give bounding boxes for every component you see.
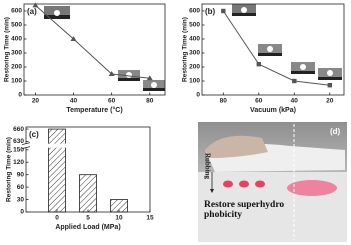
marker — [146, 75, 153, 81]
series-line — [222, 10, 330, 86]
series-line — [35, 5, 150, 79]
x-tick-label: 0 — [55, 215, 59, 222]
marker — [292, 78, 297, 84]
x-axis-label: Applied Load (MPa) — [55, 224, 120, 231]
marker — [221, 8, 226, 14]
marker — [32, 2, 39, 8]
x-axis-label: Temperature (°C) — [66, 106, 122, 114]
y-tick-label: 300 — [189, 50, 200, 57]
annotation: Restore superhydrophobicity — [204, 200, 285, 220]
x-tick-label: 10 — [115, 215, 123, 222]
panel-label: (c) — [29, 130, 39, 139]
y-axis-label: Restoring Time (min) — [182, 17, 189, 82]
y-tick-label: 300 — [11, 50, 22, 57]
x-tick-label: 20 — [32, 98, 40, 105]
y-tick-label: 0 — [20, 209, 24, 216]
y-axis-label: Restoring Time (min) — [4, 17, 11, 82]
y-tick-label: 600 — [11, 8, 22, 15]
y-tick-label: 500 — [11, 22, 22, 29]
y-tick-label: 90 — [17, 171, 25, 178]
y-tick-label: 630 — [13, 138, 24, 145]
x-tick-label: 60 — [255, 98, 263, 105]
axis-break — [22, 143, 30, 148]
y-tick-label: 400 — [189, 36, 200, 43]
bar-break — [47, 143, 67, 148]
y-tick-label: 500 — [189, 22, 200, 29]
marker — [70, 36, 77, 41]
bar — [110, 199, 128, 213]
x-axis-label: Vacuum (kPa) — [250, 107, 296, 114]
y-tick-label: 0 — [18, 92, 22, 99]
photo: (d) Rubbing Restore superhydrophobicity — [198, 122, 347, 242]
y-tick-label: 120 — [13, 159, 24, 166]
x-tick-label: 5 — [86, 215, 90, 222]
inset-icons — [44, 4, 342, 91]
x-tick-label: 15 — [146, 215, 154, 222]
panel-label: (a) — [27, 7, 37, 16]
marker — [327, 83, 332, 88]
x-tick-label: 40 — [291, 98, 299, 105]
y-tick-label: 100 — [11, 78, 22, 85]
annotation-box: Restore superhydrophobicity — [204, 200, 285, 220]
x-tick-label: 80 — [220, 98, 228, 105]
y-tick-label: 30 — [17, 196, 25, 203]
x-tick-label: 80 — [146, 98, 154, 105]
axis-break — [21, 146, 31, 150]
plot-frame — [23, 3, 166, 96]
plot-frame — [201, 3, 345, 96]
annotation: Rubbing — [203, 153, 211, 180]
x-tick-label: 40 — [70, 98, 78, 105]
y-axis-label: Restoring Time (min) — [6, 137, 13, 202]
x-tick-label: 60 — [108, 98, 116, 105]
marker — [108, 71, 115, 76]
y-tick-label: 660 — [13, 126, 24, 133]
y-tick-label: 200 — [11, 64, 22, 71]
marker — [256, 62, 261, 67]
y-tick-label: 600 — [189, 8, 200, 15]
y-tick-label: 150 — [13, 147, 24, 154]
axis-break — [21, 142, 31, 146]
y-tick-label: 100 — [189, 78, 200, 85]
panel-label: (d) — [330, 127, 341, 136]
panel-label: (b) — [205, 7, 216, 16]
y-tick-label: 0 — [196, 92, 200, 99]
x-tick-label: 20 — [326, 98, 334, 105]
bar — [79, 174, 97, 213]
y-tick-label: 400 — [11, 36, 22, 43]
bar — [48, 128, 66, 213]
y-tick-label: 60 — [17, 184, 25, 191]
y-tick-label: 200 — [189, 64, 200, 71]
